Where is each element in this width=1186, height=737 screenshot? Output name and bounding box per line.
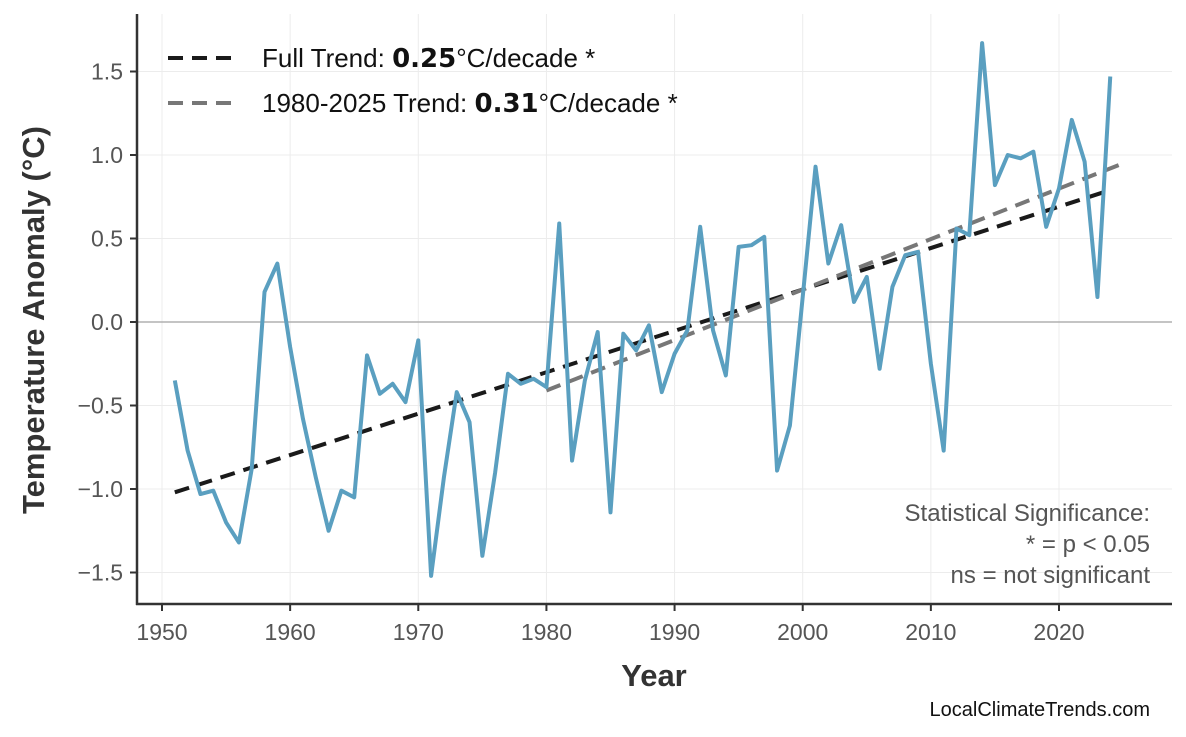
- x-tick-label: 2000: [777, 619, 828, 645]
- y-tick-label: 1.5: [91, 59, 123, 85]
- annotation-line: * = p < 0.05: [1026, 531, 1150, 558]
- y-tick-label: −0.5: [78, 393, 123, 419]
- x-tick-label: 1960: [265, 619, 316, 645]
- x-axis-label: Year: [621, 658, 687, 693]
- x-tick-label: 1970: [393, 619, 444, 645]
- annotation-line: Statistical Significance:: [905, 500, 1150, 527]
- annotation-line: ns = not significant: [951, 562, 1151, 589]
- y-tick-label: −1.5: [78, 560, 123, 586]
- legend: Full Trend: 0.25°C/decade * 1980-2025 Tr…: [168, 43, 678, 119]
- y-axis-label: Temperature Anomaly (°C): [16, 126, 51, 514]
- x-tick-label: 2010: [905, 619, 956, 645]
- significance-annotation: Statistical Significance: * = p < 0.05 n…: [905, 500, 1151, 589]
- x-tick-label: 2020: [1033, 619, 1084, 645]
- legend-full-trend-label: Full Trend: 0.25°C/decade *: [262, 43, 595, 74]
- legend-recent-trend-label: 1980-2025 Trend: 0.31°C/decade *: [262, 88, 678, 119]
- y-tick-label: 0.5: [91, 226, 123, 252]
- y-tick-label: 1.0: [91, 142, 123, 168]
- x-tick-label: 1950: [136, 619, 187, 645]
- x-tick-label: 1990: [649, 619, 700, 645]
- x-tick-label: 1980: [521, 619, 572, 645]
- series-line: [172, 41, 1113, 578]
- recent-trend-line: [545, 161, 1124, 393]
- y-tick-label: 0.0: [91, 309, 123, 335]
- tick-labels: 1950 1960 1970 1980 1990 2000 2010 2020 −1.5 −1.0…: [78, 59, 1085, 646]
- watermark: LocalClimateTrends.com: [930, 699, 1150, 721]
- axes: [130, 14, 1172, 611]
- y-tick-label: −1.0: [78, 476, 123, 502]
